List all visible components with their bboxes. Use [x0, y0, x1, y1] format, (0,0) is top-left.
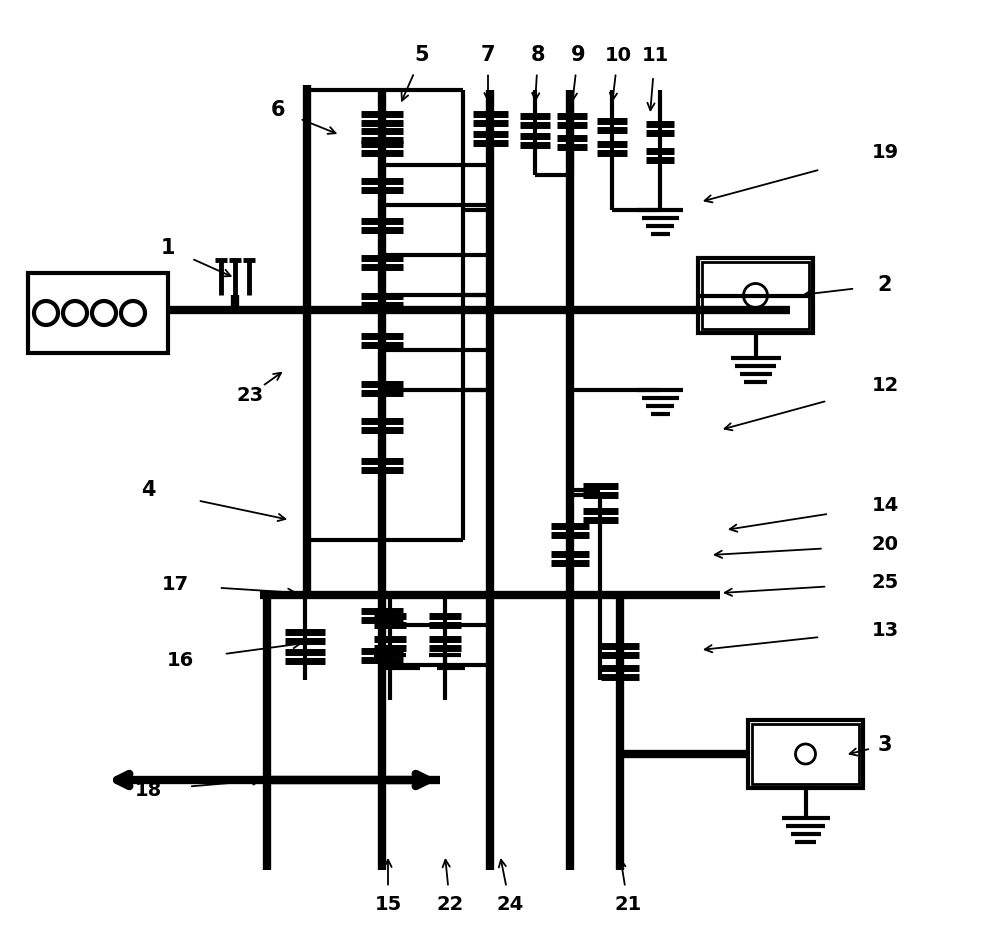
- Text: 2: 2: [878, 275, 892, 295]
- Bar: [752, 724, 859, 784]
- Text: 3: 3: [878, 735, 892, 755]
- Bar: [698, 258, 813, 333]
- Text: 24: 24: [496, 896, 524, 915]
- Text: 19: 19: [871, 142, 899, 161]
- Text: 25: 25: [871, 573, 899, 592]
- Text: 18: 18: [134, 780, 162, 799]
- Text: 22: 22: [436, 896, 464, 915]
- Text: 16: 16: [166, 650, 194, 669]
- Text: 8: 8: [531, 45, 545, 65]
- Text: 21: 21: [614, 896, 642, 915]
- Text: 23: 23: [236, 385, 264, 404]
- Text: 13: 13: [871, 621, 899, 640]
- Text: 15: 15: [374, 896, 402, 915]
- Text: 7: 7: [481, 45, 495, 65]
- Text: 17: 17: [161, 575, 189, 594]
- Text: 10: 10: [604, 46, 632, 65]
- Bar: [748, 720, 863, 788]
- Text: 6: 6: [271, 100, 285, 120]
- Text: 11: 11: [641, 46, 669, 65]
- Text: 9: 9: [571, 45, 585, 65]
- Bar: [702, 262, 809, 329]
- Text: 12: 12: [871, 376, 899, 395]
- Text: 20: 20: [872, 535, 898, 554]
- Bar: [28, 273, 168, 353]
- Text: 5: 5: [415, 45, 429, 65]
- Text: 14: 14: [871, 495, 899, 514]
- Text: 1: 1: [161, 238, 175, 258]
- Text: 4: 4: [141, 480, 155, 500]
